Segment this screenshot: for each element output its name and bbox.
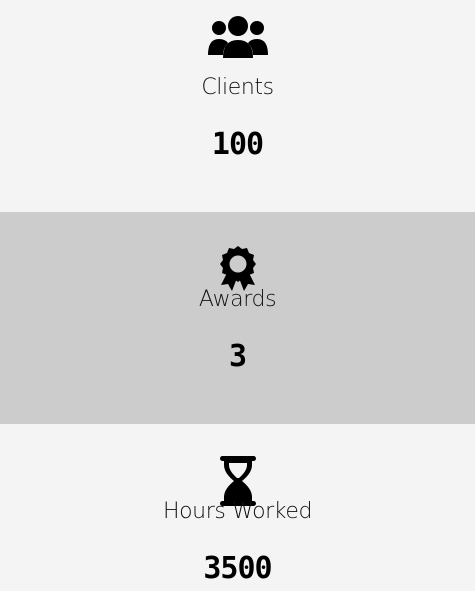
stat-value: 3 xyxy=(228,339,247,374)
stat-hours-worked: Hours Worked 3500 xyxy=(0,424,475,591)
stat-awards: Awards 3 xyxy=(0,212,475,424)
stat-value: 100 xyxy=(211,127,264,162)
stat-label: Clients xyxy=(201,75,274,100)
stat-label: Awards xyxy=(198,287,277,312)
stat-label: Hours Worked xyxy=(162,499,313,524)
hourglass-icon xyxy=(219,456,256,506)
stat-value: 3500 xyxy=(203,551,272,586)
users-icon xyxy=(207,16,268,58)
award-icon xyxy=(219,246,256,291)
stat-clients: Clients 100 xyxy=(0,0,475,212)
